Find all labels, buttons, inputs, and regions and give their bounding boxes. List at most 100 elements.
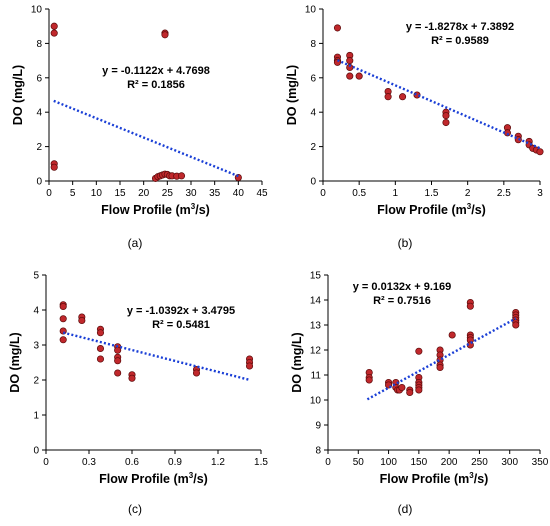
y-axis-title: DO (mg/L) bbox=[11, 65, 25, 125]
x-axis-title-part: /s) bbox=[193, 472, 208, 486]
data-point bbox=[50, 163, 58, 171]
x-axis-title: Flow Profile (m3/s) bbox=[377, 202, 486, 217]
data-point bbox=[536, 148, 544, 156]
x-tick-label: 2.5 bbox=[497, 188, 511, 199]
trend-equation: y = -1.0392x + 3.4795 bbox=[127, 305, 235, 317]
data-point bbox=[245, 362, 254, 370]
data-point bbox=[442, 118, 450, 127]
panel-label: (d) bbox=[398, 502, 413, 516]
r-squared-label: R² = 0.7516 bbox=[373, 295, 431, 307]
data-point bbox=[114, 357, 122, 365]
x-tick-label: 50 bbox=[353, 457, 365, 468]
data-point bbox=[59, 336, 67, 344]
data-point bbox=[161, 31, 169, 39]
panel-label: (c) bbox=[128, 502, 142, 516]
x-axis-title: Flow Profile (m3/s) bbox=[99, 471, 208, 486]
y-tick-label: 2 bbox=[310, 142, 316, 153]
data-point bbox=[333, 58, 342, 66]
trend-line bbox=[53, 99, 239, 178]
y-tick-label: 0 bbox=[310, 177, 316, 188]
y-tick-label: 0 bbox=[33, 446, 39, 457]
trend-line bbox=[336, 59, 541, 150]
y-tick-label: 4 bbox=[36, 108, 42, 119]
data-point bbox=[128, 374, 136, 382]
r-squared-label: R² = 0.1856 bbox=[127, 79, 185, 91]
y-tick-label: 2 bbox=[33, 376, 39, 387]
data-point bbox=[398, 383, 406, 392]
x-tick-label: 1.2 bbox=[211, 457, 225, 468]
x-tick-label: 0 bbox=[46, 188, 52, 199]
y-tick-label: 11 bbox=[311, 371, 322, 382]
x-axis-title-part: /s) bbox=[195, 203, 210, 217]
y-tick-label: 13 bbox=[310, 321, 322, 332]
y-tick-label: 8 bbox=[310, 39, 316, 50]
data-point bbox=[177, 172, 186, 180]
data-point bbox=[384, 93, 392, 101]
x-tick-label: 1 bbox=[393, 188, 399, 199]
x-tick-label: 35 bbox=[209, 188, 221, 199]
data-point bbox=[436, 363, 444, 372]
x-tick-label: 3 bbox=[537, 188, 543, 199]
y-tick-label: 4 bbox=[310, 108, 316, 119]
data-point bbox=[415, 386, 423, 394]
x-axis-title-part: /s) bbox=[471, 203, 486, 217]
x-axis-title-part: Flow Profile (m bbox=[99, 472, 189, 486]
x-tick-label: 0.3 bbox=[82, 457, 96, 468]
data-point bbox=[415, 347, 423, 355]
r-squared-label: R² = 0.9589 bbox=[431, 35, 489, 47]
data-point bbox=[442, 112, 450, 120]
data-point bbox=[114, 369, 122, 377]
data-point bbox=[50, 22, 58, 30]
data-point bbox=[192, 369, 201, 377]
x-axis-title-part: Flow Profile (m bbox=[380, 472, 470, 486]
y-tick-label: 2 bbox=[36, 142, 42, 153]
trend-line bbox=[366, 317, 517, 401]
trend-line bbox=[62, 331, 250, 382]
x-axis-title-part: Flow Profile (m bbox=[377, 203, 467, 217]
data-point bbox=[59, 315, 67, 323]
data-point bbox=[96, 344, 105, 353]
y-tick-label: 3 bbox=[33, 341, 39, 352]
data-point bbox=[114, 346, 122, 354]
y-tick-label: 8 bbox=[315, 446, 321, 457]
x-tick-label: 10 bbox=[91, 188, 103, 199]
x-tick-label: 200 bbox=[441, 457, 458, 468]
x-tick-label: 40 bbox=[233, 188, 245, 199]
trend-equation: y = -1.8278x + 7.3892 bbox=[406, 21, 514, 33]
x-axis-title-part: Flow Profile (m bbox=[101, 203, 191, 217]
x-axis-title-superscript: 3 bbox=[467, 202, 472, 211]
panel-label: (b) bbox=[398, 236, 413, 250]
y-tick-label: 10 bbox=[310, 396, 322, 407]
y-tick-label: 4 bbox=[33, 306, 39, 317]
data-point bbox=[50, 29, 58, 37]
r-squared-label: R² = 0.5481 bbox=[152, 319, 210, 331]
x-tick-label: 20 bbox=[138, 188, 150, 199]
x-tick-label: 5 bbox=[70, 188, 76, 199]
x-tick-label: 1.5 bbox=[425, 188, 439, 199]
data-point bbox=[346, 72, 354, 80]
y-axis-title: DO (mg/L) bbox=[8, 332, 22, 392]
data-point bbox=[59, 302, 67, 311]
x-tick-label: 25 bbox=[162, 188, 174, 199]
x-tick-label: 0.9 bbox=[168, 457, 182, 468]
y-tick-label: 0 bbox=[36, 177, 42, 188]
data-point bbox=[365, 376, 373, 384]
y-axis-title: DO (mg/L) bbox=[290, 332, 304, 392]
y-tick-label: 15 bbox=[310, 271, 322, 282]
data-point bbox=[466, 302, 474, 310]
y-axis-title: DO (mg/L) bbox=[285, 65, 299, 125]
x-tick-label: 2 bbox=[465, 188, 471, 199]
y-tick-label: 5 bbox=[33, 271, 39, 282]
trend-equation: y = -0.1122x + 4.7698 bbox=[102, 65, 210, 77]
data-point bbox=[406, 388, 414, 397]
x-tick-label: 15 bbox=[114, 188, 126, 199]
chart-panel-a: 0 5 10 15 20 25 30 35 40 45 0 2 4 6 8 10 Flow Profile (m… bbox=[11, 5, 268, 251]
x-tick-label: 0.6 bbox=[125, 457, 139, 468]
trend-equation: y = 0.0132x + 9.169 bbox=[353, 281, 451, 293]
y-tick-label: 10 bbox=[31, 5, 43, 16]
chart-panel-d: 0 50 100 150 200 250 300 350 8 9 10 11 12 13 14 15 Flow … bbox=[290, 271, 549, 517]
